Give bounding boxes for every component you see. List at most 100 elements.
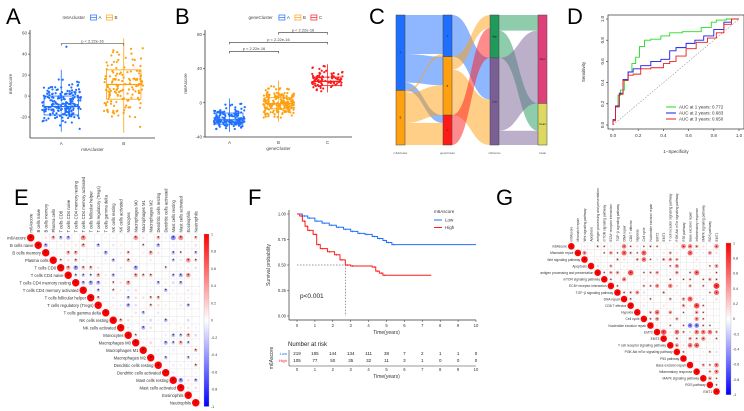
correlation-circle [689, 291, 691, 294]
correlation-circle [669, 271, 672, 274]
data-point [341, 75, 344, 78]
correlation-circle [142, 319, 145, 322]
correlation-circle [157, 259, 160, 262]
data-point [139, 77, 142, 81]
data-point [139, 102, 142, 105]
data-point [237, 117, 241, 120]
legend-label: A [287, 15, 290, 20]
data-point [47, 87, 50, 90]
data-point [126, 70, 129, 74]
sankey-node-label: Alive [540, 58, 546, 61]
significance-star: * [150, 251, 152, 257]
correlation-circle [715, 318, 718, 320]
correlation-circle [97, 237, 99, 239]
data-point [111, 69, 114, 73]
y-tick-label: 0.0 [600, 121, 605, 128]
correlation-circle [187, 296, 190, 299]
correlation-circle [150, 312, 152, 314]
data-point [50, 99, 53, 102]
correlation-circle [714, 244, 719, 249]
correlation-circle [66, 235, 71, 240]
data-point [46, 92, 49, 95]
data-point [320, 90, 323, 93]
significance-star: * [656, 317, 658, 322]
data-point [286, 97, 289, 100]
significance-star: * [663, 290, 665, 295]
data-point [115, 88, 119, 91]
correlation-circle [127, 236, 130, 239]
correlation-circle [162, 369, 170, 377]
significance-star: * [157, 244, 159, 250]
correlation-circle [120, 259, 122, 261]
significance-star: * [60, 266, 62, 272]
data-point [65, 110, 68, 113]
data-point [47, 108, 50, 111]
correlation-circle [635, 257, 639, 262]
correlation-circle [172, 364, 175, 367]
significance-star: * [90, 266, 92, 272]
correlation-circle [689, 357, 691, 360]
data-point [275, 91, 278, 94]
data-point [61, 102, 64, 105]
row-label: T cell receptor signaling pathway [618, 344, 666, 348]
correlation-circle [636, 285, 639, 287]
column-label: T cells CD4 memory resting [73, 180, 78, 232]
panel-label-d: D [567, 4, 583, 29]
correlation-circle [66, 265, 71, 270]
row-label: P53 pathway [660, 357, 679, 361]
significance-star: * [75, 259, 77, 265]
data-point [79, 97, 82, 100]
data-point [76, 80, 79, 83]
correlation-circle [675, 257, 679, 262]
risk-x-tick-label: 3 [350, 367, 353, 372]
correlation-circle [616, 284, 619, 288]
correlation-circle [172, 327, 174, 329]
correlation-circle [696, 285, 698, 287]
significance-star: * [630, 290, 632, 295]
correlation-circle [708, 291, 712, 294]
significance-star: * [683, 350, 685, 355]
data-point [117, 114, 120, 117]
data-point [112, 49, 115, 52]
data-point [108, 91, 111, 94]
y-tick-label: -20 [20, 115, 27, 120]
data-point [222, 113, 225, 116]
correlation-circle [708, 277, 712, 282]
significance-star: * [157, 236, 159, 242]
correlation-circle [701, 317, 705, 321]
correlation-circle [87, 294, 95, 302]
correlation-circle [702, 245, 705, 248]
correlation-circle [142, 289, 144, 291]
significance-star: * [676, 257, 678, 262]
data-point [215, 121, 219, 124]
correlation-circle [682, 252, 685, 254]
data-point [139, 82, 143, 85]
significance-star: * [97, 281, 99, 287]
data-point [137, 98, 141, 101]
correlation-circle [617, 265, 618, 267]
correlation-circle [82, 252, 84, 254]
data-point [283, 96, 286, 100]
correlation-circle [674, 343, 679, 348]
y-tick-label: 40 [197, 66, 203, 71]
row-label: EMT1 [703, 390, 712, 394]
significance-star: * [650, 257, 652, 262]
correlation-circle [682, 318, 685, 320]
risk-count: 144 [329, 351, 337, 356]
significance-star: * [180, 281, 182, 287]
correlation-circle [627, 269, 634, 276]
correlation-circle [111, 258, 116, 263]
data-point [322, 64, 325, 68]
data-point [127, 99, 130, 102]
column-label: Mast cells activated [178, 195, 183, 232]
data-point [292, 111, 295, 114]
correlation-circle [134, 288, 138, 292]
data-point [69, 106, 72, 110]
y-tick-label: 60 [22, 31, 28, 36]
correlation-circle [164, 304, 167, 307]
data-point [233, 121, 236, 124]
significance-star: * [165, 289, 167, 295]
data-point [291, 104, 294, 107]
data-point [225, 107, 228, 110]
significance-star: * [689, 343, 691, 348]
